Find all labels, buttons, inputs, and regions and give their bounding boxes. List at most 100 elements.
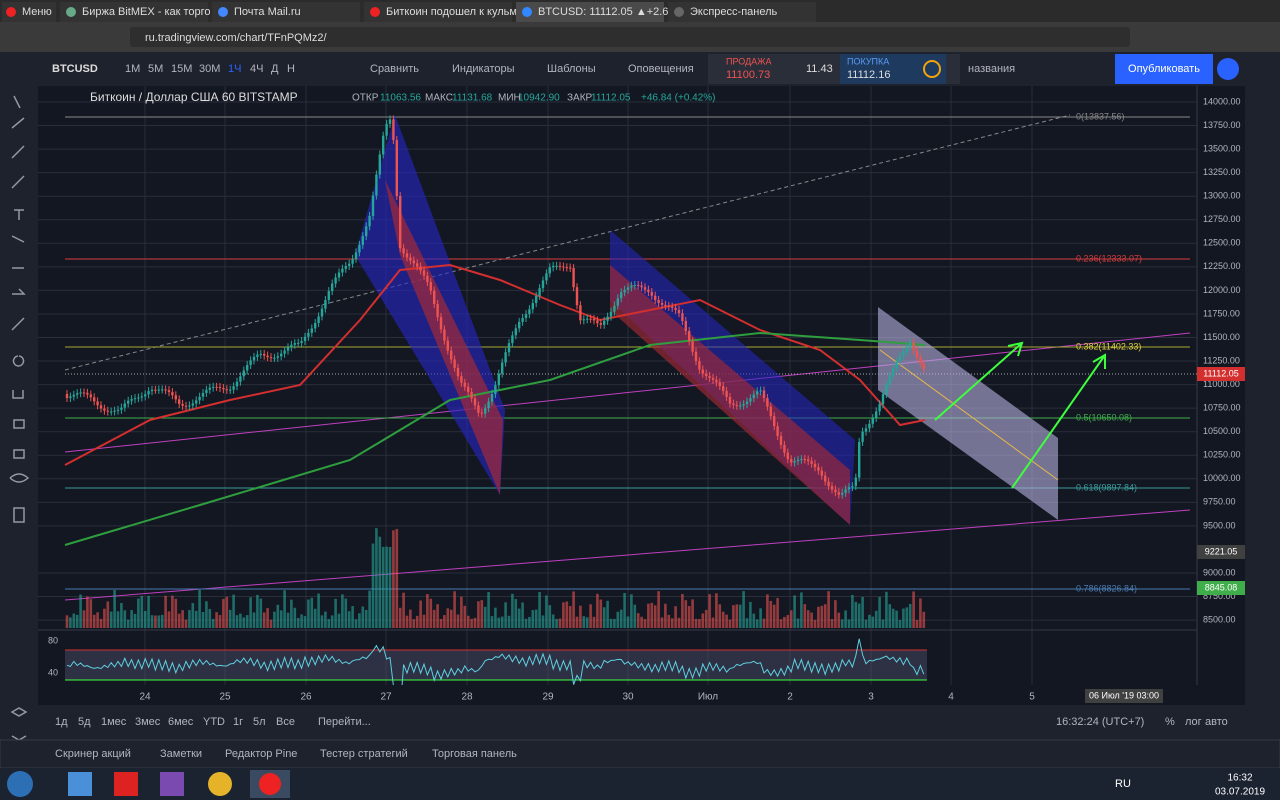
search[interactable]: названия xyxy=(968,63,1015,75)
volume-bar xyxy=(361,606,365,628)
range-button[interactable]: 1мес xyxy=(101,716,127,728)
toolbar-button[interactable]: Оповещения xyxy=(628,63,694,75)
candle-body xyxy=(623,289,626,293)
replay-button[interactable] xyxy=(1217,58,1239,80)
warning-icon[interactable] xyxy=(923,60,941,78)
symbol[interactable]: BTCUSD xyxy=(52,63,98,75)
range-button[interactable]: 1д xyxy=(55,716,68,728)
candle-body xyxy=(834,489,837,493)
candle-body xyxy=(310,328,313,333)
candle-body xyxy=(344,266,347,269)
channel[interactable] xyxy=(878,307,1058,520)
range-button[interactable]: YTD xyxy=(203,716,225,728)
tab-icon xyxy=(218,7,228,17)
browser-tab[interactable] xyxy=(364,2,512,22)
candle-body xyxy=(144,394,147,397)
volume-bar xyxy=(123,610,127,628)
browser-tab[interactable] xyxy=(516,2,664,22)
range-button[interactable]: 5л xyxy=(253,716,266,728)
language[interactable]: RU xyxy=(1115,778,1131,790)
candle-body xyxy=(412,260,415,264)
sell-price[interactable]: 11100.73 xyxy=(726,69,770,81)
range-button[interactable]: 3мес xyxy=(135,716,161,728)
browser-tab[interactable] xyxy=(2,2,56,22)
toolbar-button[interactable]: Шаблоны xyxy=(547,63,596,75)
candle-body xyxy=(86,392,89,395)
candle-body xyxy=(545,273,548,281)
range-button[interactable]: 1г xyxy=(233,716,243,728)
volume-bar xyxy=(494,607,497,628)
candle-body xyxy=(371,195,375,216)
volume-bar xyxy=(130,610,133,628)
candle-body xyxy=(269,357,273,359)
bottom-tab[interactable]: Заметки xyxy=(160,748,202,760)
scale-option[interactable]: авто xyxy=(1205,716,1228,728)
candle-body xyxy=(249,360,252,366)
bottom-tab[interactable]: Торговая панель xyxy=(432,748,517,760)
range-button[interactable]: 5д xyxy=(78,716,91,728)
volume-bar xyxy=(643,619,647,628)
volume-bar xyxy=(436,604,439,628)
volume-bar xyxy=(919,598,922,628)
start-button[interactable] xyxy=(7,771,33,797)
trend-line[interactable] xyxy=(64,332,1191,453)
interval[interactable]: Д xyxy=(271,63,279,75)
browser-tab[interactable] xyxy=(668,2,816,22)
volume-bar xyxy=(303,616,307,628)
scale-option[interactable]: лог xyxy=(1185,716,1202,728)
candle-body xyxy=(252,356,256,361)
range-button[interactable]: Все xyxy=(276,716,295,728)
candle-body xyxy=(178,399,181,404)
volume-bar xyxy=(286,612,290,628)
volume-bar xyxy=(813,619,817,628)
interval[interactable]: 1М xyxy=(125,63,140,75)
toolbar-button[interactable]: Сравнить xyxy=(370,63,419,75)
scale-option[interactable]: % xyxy=(1165,716,1175,728)
toolbar-button[interactable]: Индикаторы xyxy=(452,63,515,75)
browser-tab[interactable] xyxy=(60,2,208,22)
candle-body xyxy=(858,441,861,478)
candle-body xyxy=(531,303,534,310)
candle-body xyxy=(667,305,670,307)
volume-bar xyxy=(619,609,623,628)
fib-price: 8845.08 xyxy=(1205,582,1238,592)
candle-body xyxy=(300,340,303,343)
candle-body xyxy=(647,289,650,293)
time-tick: 29 xyxy=(542,692,554,703)
time-tick: Июл xyxy=(698,692,718,703)
arrows xyxy=(934,341,1106,489)
bottom-tab[interactable]: Скринер акций xyxy=(55,748,131,760)
volume-bar xyxy=(147,595,150,628)
volume-bar xyxy=(738,604,742,628)
interval[interactable]: 4Ч xyxy=(250,63,263,75)
publish-button[interactable] xyxy=(1115,54,1213,84)
candle-body xyxy=(161,389,164,391)
fib-label: 0.5(10650.08) xyxy=(1076,412,1132,422)
volume-bar xyxy=(419,600,422,628)
volume-bar xyxy=(466,615,470,628)
interval[interactable]: 15М xyxy=(171,63,192,75)
goto[interactable]: Перейти... xyxy=(318,716,371,728)
volume-bar xyxy=(861,596,864,628)
bottom-tab[interactable]: Тестер стратегий xyxy=(320,748,408,760)
fib-label: 0(13837.56) xyxy=(1076,111,1125,121)
trend-line[interactable] xyxy=(64,509,1191,601)
interval[interactable]: Н xyxy=(287,63,295,75)
interval[interactable]: 1Ч xyxy=(228,63,241,75)
ohlc-close-label: ЗАКР xyxy=(567,93,593,104)
bottom-tab[interactable]: Редактор Pine xyxy=(225,748,297,760)
buy-box[interactable] xyxy=(840,54,946,84)
browser-tab[interactable] xyxy=(212,2,360,22)
price-tick: 13250.00 xyxy=(1203,167,1241,177)
fib-price-tag xyxy=(1197,581,1245,595)
url-field[interactable] xyxy=(130,27,1130,47)
volume-bar xyxy=(800,592,803,628)
range-button[interactable]: 6мес xyxy=(168,716,194,728)
trend-line[interactable] xyxy=(64,114,1071,371)
candle-body xyxy=(725,390,728,397)
interval[interactable]: 5М xyxy=(148,63,163,75)
volume-bar xyxy=(592,616,596,628)
candle-body xyxy=(912,342,915,351)
candle-body xyxy=(382,135,385,155)
interval[interactable]: 30М xyxy=(199,63,220,75)
